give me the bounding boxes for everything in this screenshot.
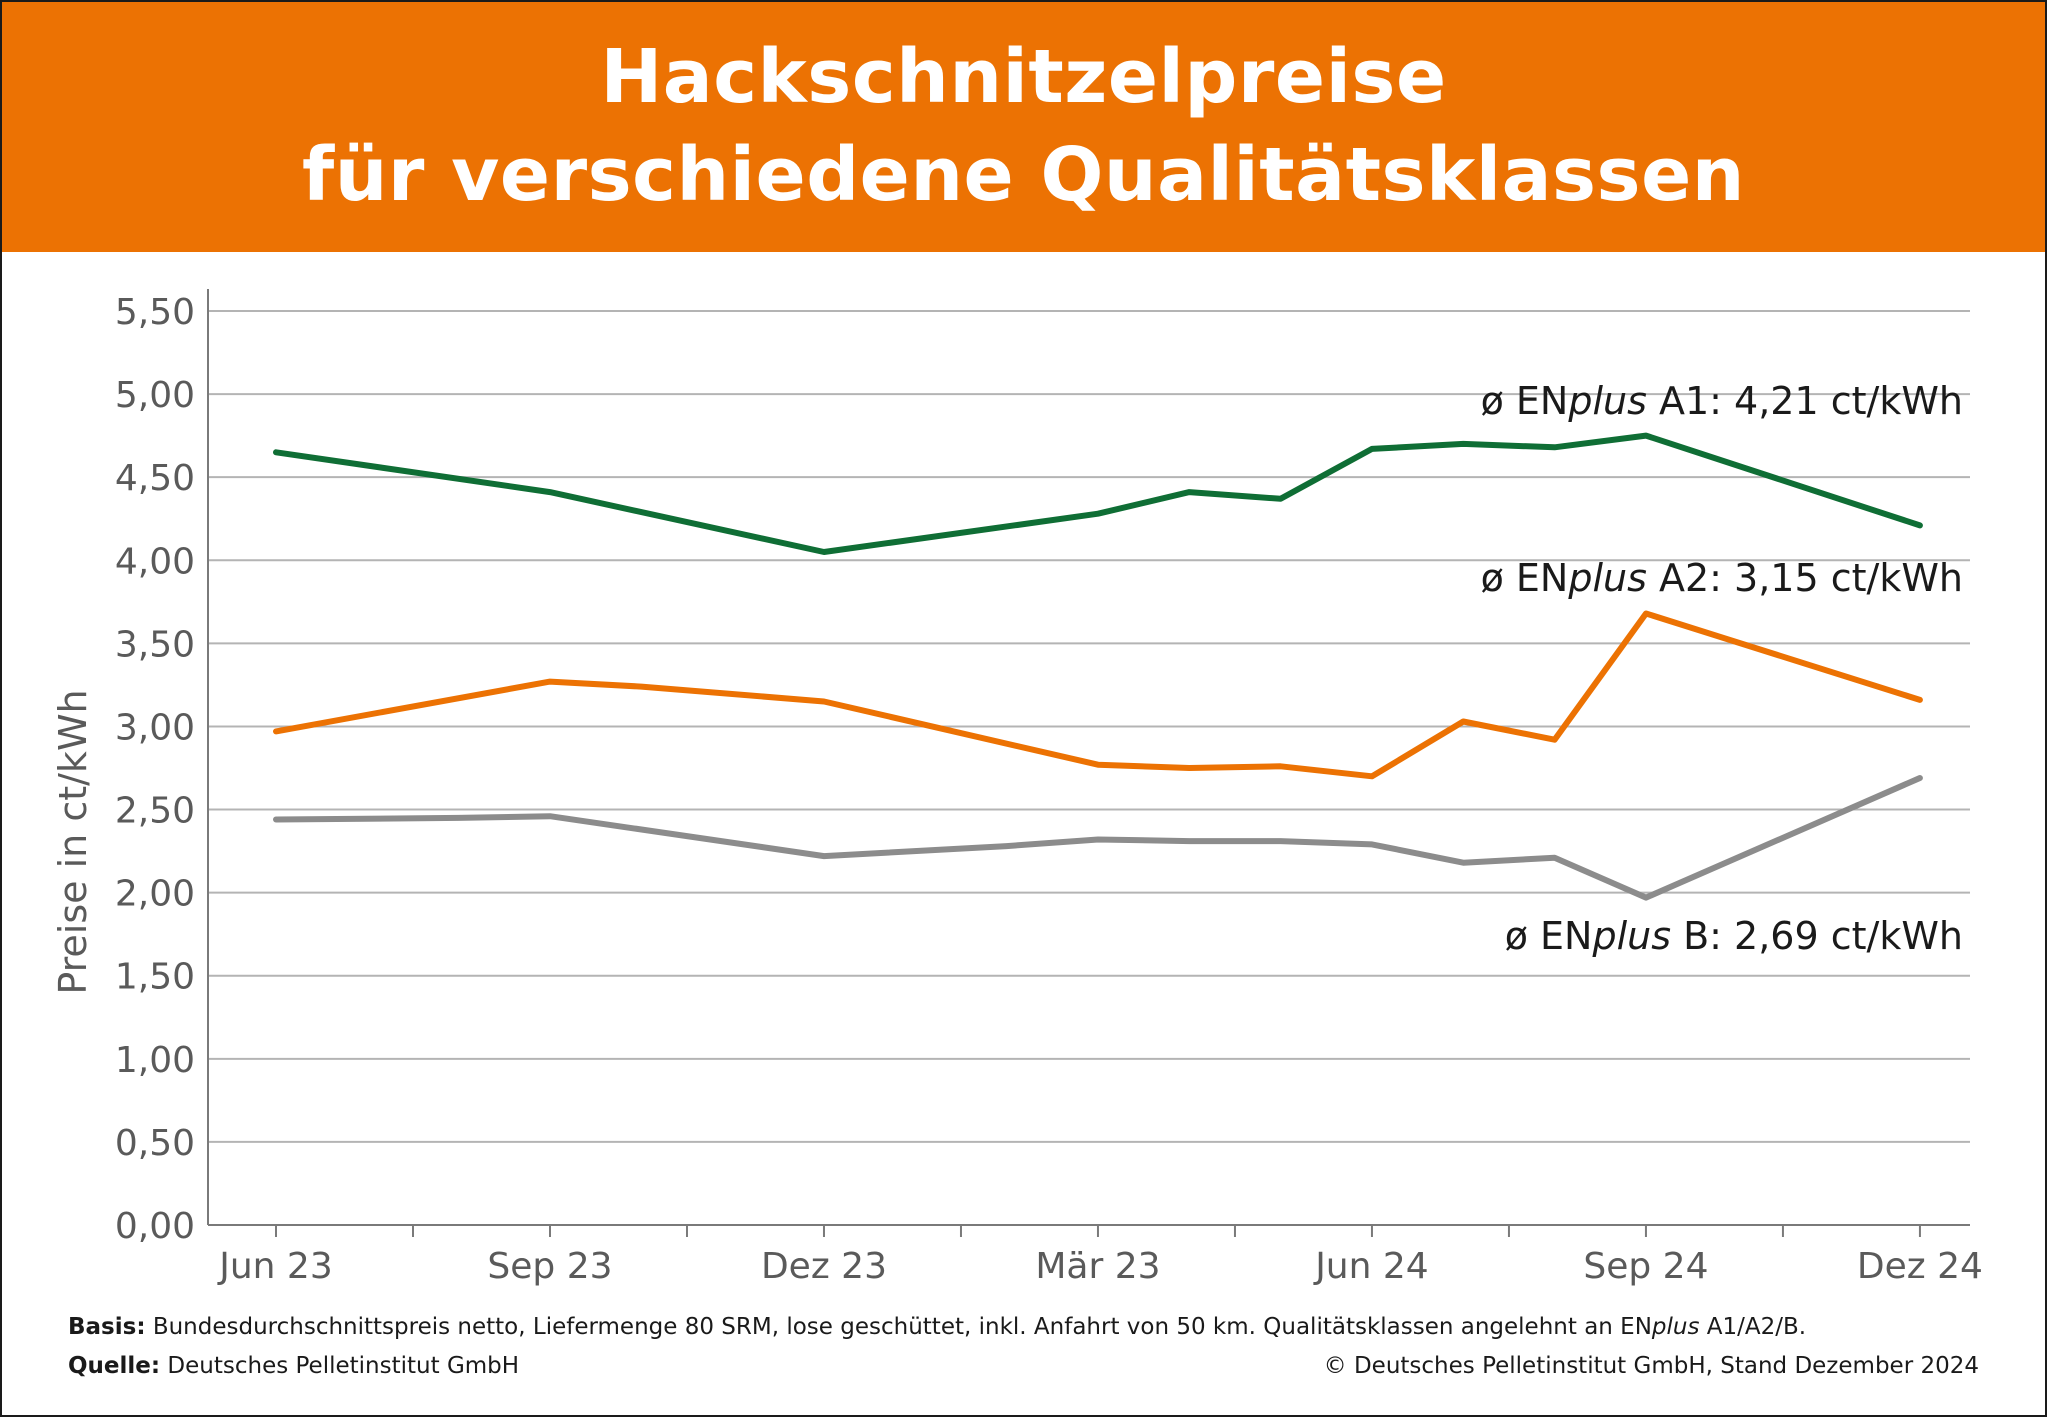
basis-italic: plus [1651,1314,1700,1340]
series-line-A2 [273,610,1923,780]
series-line-A1 [273,432,1923,555]
y-tick-label: 0,00 [115,1206,195,1247]
series-label-B: ø ENplus B: 2,69 ct/kWh [1505,914,1963,958]
y-tick-label: 2,00 [115,874,195,915]
y-tick-label: 4,00 [115,541,195,582]
x-tick-label: Sep 23 [487,1246,612,1287]
x-tick-label: Dez 23 [761,1246,887,1287]
basis-text-2: A1/A2/B. [1699,1314,1807,1340]
header-banner: Hackschnitzelpreise für verschiedene Qua… [2,2,2045,252]
line-chart: 0,00 0,50 1,00 1,50 2,00 2,50 3,00 3,50 4,00 4,50… [51,289,1983,1287]
y-axis-title: Preise in ct/kWh [51,689,95,994]
y-tick-label: 1,00 [115,1040,195,1081]
series-label-A1: ø ENplus A1: 4,21 ct/kWh [1481,379,1963,423]
source-label: Quelle: [68,1353,161,1379]
y-tick-label: 3,00 [115,707,195,748]
basis-label: Basis: [68,1314,146,1340]
x-tick-label: Jun 23 [217,1246,333,1287]
x-tick-label: Dez 24 [1857,1246,1983,1287]
y-tick-label: 3,50 [115,624,195,665]
x-tick-label: Mär 23 [1035,1246,1160,1287]
copyright-note: © Deutsches Pelletinstitut GmbH, Stand D… [1323,1353,1979,1379]
y-tick-label: 5,00 [115,375,195,416]
y-tick-label: 4,50 [115,458,195,499]
footer-source: Quelle: Deutsches Pelletinstitut GmbH © … [68,1353,1979,1379]
source-text: Deutsches Pelletinstitut GmbH [160,1353,520,1379]
series-line-B [273,775,1923,901]
basis-text-1: Bundesdurchschnittspreis netto, Lieferme… [145,1314,1652,1340]
y-tick-label: 5,50 [115,292,195,333]
chart-title-line-2: für verschiedene Qualitätsklassen [302,132,1745,218]
y-tick-label: 0,50 [115,1123,195,1164]
x-tick-label: Jun 24 [1313,1246,1429,1287]
chart-title-line-1: Hackschnitzelpreise [600,34,1447,120]
x-tick-label: Sep 24 [1583,1246,1708,1287]
series-label-A2: ø ENplus A2: 3,15 ct/kWh [1481,556,1963,600]
y-tick-label: 1,50 [115,957,195,998]
footer-basis: Basis: Bundesdurchschnittspreis netto, L… [68,1314,1979,1340]
y-tick-label: 2,50 [115,791,195,832]
